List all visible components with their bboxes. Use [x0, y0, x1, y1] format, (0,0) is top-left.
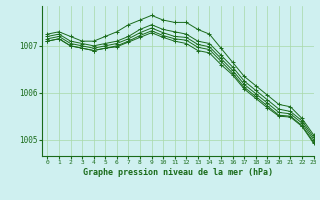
- X-axis label: Graphe pression niveau de la mer (hPa): Graphe pression niveau de la mer (hPa): [83, 168, 273, 177]
